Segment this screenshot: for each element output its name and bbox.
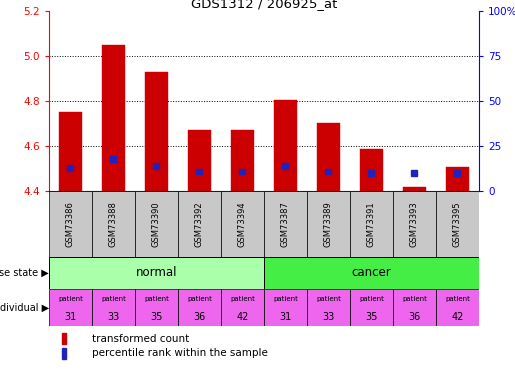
Bar bbox=[436, 289, 479, 326]
Bar bbox=[92, 191, 135, 257]
Text: GSM73390: GSM73390 bbox=[152, 201, 161, 247]
Bar bbox=[231, 130, 254, 191]
Bar bbox=[196, 169, 202, 174]
Bar bbox=[49, 191, 92, 257]
Bar bbox=[221, 289, 264, 326]
Bar bbox=[178, 191, 221, 257]
Bar bbox=[178, 289, 221, 326]
Bar bbox=[62, 333, 66, 344]
Text: patient: patient bbox=[402, 296, 427, 302]
Bar bbox=[393, 289, 436, 326]
Text: patient: patient bbox=[316, 296, 341, 302]
Text: percentile rank within the sample: percentile rank within the sample bbox=[92, 348, 268, 358]
Bar bbox=[49, 257, 264, 289]
Text: 31: 31 bbox=[64, 312, 77, 322]
Bar bbox=[135, 289, 178, 326]
Text: individual ▶: individual ▶ bbox=[0, 303, 49, 312]
Bar bbox=[264, 257, 479, 289]
Bar bbox=[403, 187, 426, 191]
Text: patient: patient bbox=[101, 296, 126, 302]
Bar bbox=[110, 156, 116, 162]
Text: 33: 33 bbox=[107, 312, 119, 322]
Bar bbox=[67, 165, 74, 171]
Bar bbox=[317, 123, 340, 191]
Bar bbox=[221, 191, 264, 257]
Text: patient: patient bbox=[273, 296, 298, 302]
Bar bbox=[273, 100, 297, 191]
Text: 42: 42 bbox=[451, 312, 464, 322]
Bar bbox=[393, 191, 436, 257]
Bar bbox=[411, 171, 418, 176]
Bar bbox=[187, 130, 211, 191]
Bar bbox=[264, 191, 307, 257]
Text: normal: normal bbox=[135, 266, 177, 279]
Bar bbox=[92, 289, 135, 326]
Bar bbox=[62, 348, 66, 358]
Text: 36: 36 bbox=[193, 312, 205, 322]
Bar bbox=[264, 289, 307, 326]
Bar bbox=[307, 289, 350, 326]
Text: 36: 36 bbox=[408, 312, 421, 322]
Text: patient: patient bbox=[445, 296, 470, 302]
Text: 33: 33 bbox=[322, 312, 335, 322]
Bar bbox=[239, 169, 246, 174]
Text: GSM73395: GSM73395 bbox=[453, 201, 462, 247]
Text: 42: 42 bbox=[236, 312, 249, 322]
Text: transformed count: transformed count bbox=[92, 334, 189, 344]
Text: GSM73393: GSM73393 bbox=[410, 201, 419, 247]
Bar bbox=[282, 163, 288, 169]
Bar bbox=[368, 171, 374, 176]
Text: GSM73392: GSM73392 bbox=[195, 201, 204, 247]
Text: 35: 35 bbox=[150, 312, 163, 322]
Bar bbox=[101, 45, 125, 191]
Bar bbox=[359, 148, 383, 191]
Text: disease state ▶: disease state ▶ bbox=[0, 268, 49, 278]
Text: GSM73386: GSM73386 bbox=[66, 201, 75, 247]
Bar bbox=[436, 191, 479, 257]
Bar bbox=[307, 191, 350, 257]
Bar bbox=[59, 112, 82, 191]
Text: GSM73388: GSM73388 bbox=[109, 201, 118, 247]
Text: GSM73389: GSM73389 bbox=[324, 201, 333, 247]
Text: patient: patient bbox=[359, 296, 384, 302]
Text: GSM73394: GSM73394 bbox=[238, 201, 247, 247]
Text: GSM73387: GSM73387 bbox=[281, 201, 290, 247]
Bar bbox=[454, 171, 460, 176]
Bar bbox=[350, 191, 393, 257]
Bar bbox=[325, 169, 332, 174]
Bar bbox=[445, 166, 469, 191]
Title: GDS1312 / 206925_at: GDS1312 / 206925_at bbox=[191, 0, 337, 10]
Text: cancer: cancer bbox=[352, 266, 391, 279]
Text: 35: 35 bbox=[365, 312, 377, 322]
Text: patient: patient bbox=[144, 296, 169, 302]
Bar bbox=[145, 72, 168, 191]
Bar bbox=[350, 289, 393, 326]
Text: patient: patient bbox=[58, 296, 83, 302]
Bar bbox=[153, 163, 160, 169]
Text: 31: 31 bbox=[279, 312, 291, 322]
Text: patient: patient bbox=[230, 296, 255, 302]
Text: GSM73391: GSM73391 bbox=[367, 201, 376, 247]
Text: patient: patient bbox=[187, 296, 212, 302]
Bar bbox=[135, 191, 178, 257]
Bar bbox=[49, 289, 92, 326]
